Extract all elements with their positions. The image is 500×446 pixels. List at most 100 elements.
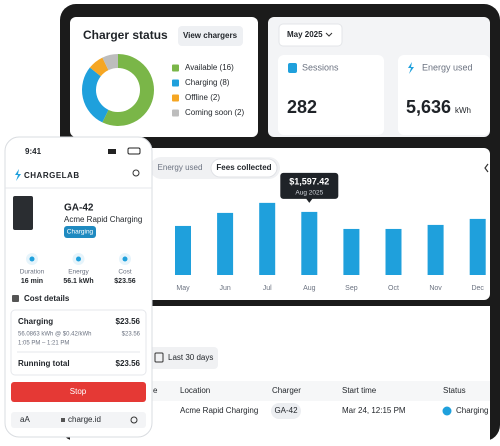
metric-icon-dot xyxy=(122,256,128,262)
total-amount: $23.56 xyxy=(116,359,141,368)
cell: GA-42 xyxy=(274,406,298,415)
column-header: Status xyxy=(443,386,466,395)
button-label[interactable]: View chargers xyxy=(183,31,238,40)
bar xyxy=(469,218,486,275)
stat-label: Energy used xyxy=(422,62,473,72)
status-card xyxy=(70,17,258,137)
column-header: e xyxy=(153,386,158,395)
charger-image xyxy=(13,196,33,230)
sessions-icon xyxy=(288,63,297,73)
cost-line: Charging xyxy=(18,317,53,326)
metric-value: 16 min xyxy=(21,278,43,285)
charger-id: GA-42 xyxy=(64,203,94,214)
x-tick-label: Jun xyxy=(219,285,230,292)
legend-label: Offline (2) xyxy=(185,93,220,102)
cell: Acme Rapid Charging xyxy=(180,406,258,415)
x-tick-label: May xyxy=(176,285,190,292)
cell: Charging xyxy=(456,406,488,415)
metric-value: $23.56 xyxy=(114,278,136,285)
address-bar xyxy=(11,412,146,428)
donut-segment xyxy=(89,57,109,77)
metric-label: Duration xyxy=(20,269,45,276)
donut-segment xyxy=(102,54,119,71)
legend-label: Coming soon (2) xyxy=(185,108,244,117)
tooltip-value: $1,597.42 xyxy=(289,176,329,186)
bar xyxy=(343,228,360,275)
legend-swatch xyxy=(172,79,179,87)
cost-box xyxy=(10,309,147,376)
reload-icon[interactable] xyxy=(130,416,138,424)
lock-icon xyxy=(61,418,65,422)
cost-amount: $23.56 xyxy=(116,317,141,326)
status-badge xyxy=(64,226,96,238)
month-label[interactable]: May 2025 xyxy=(287,30,323,39)
x-tick-label: Aug xyxy=(303,285,316,292)
x-tick-label: Oct xyxy=(388,285,399,292)
chevron xyxy=(325,32,333,37)
cost-period: 1:05 PM – 1:21 PM xyxy=(18,341,69,347)
total-label: Running total xyxy=(18,359,70,368)
legend-label: Available (16) xyxy=(185,63,234,72)
bar xyxy=(301,211,318,275)
active-tab[interactable] xyxy=(210,158,278,178)
view-button[interactable] xyxy=(178,26,243,46)
stat-value: 5,636 xyxy=(406,97,451,117)
section-title: Cost details xyxy=(24,294,70,303)
tab[interactable]: Fees collected xyxy=(216,163,271,172)
cell: Mar 24, 12:15 PM xyxy=(342,406,406,415)
signal-icon xyxy=(108,149,116,154)
x-tick-label: Dec xyxy=(471,285,484,292)
card-title: Charger status xyxy=(83,28,168,42)
metric-value: 56.1 kWh xyxy=(63,278,93,285)
cost-amount: $23.56 xyxy=(122,332,141,338)
status-icon xyxy=(442,406,452,416)
metric-label: Energy xyxy=(68,269,89,276)
legend-swatch xyxy=(172,94,179,102)
calendar-icon xyxy=(154,352,164,363)
battery-icon xyxy=(127,147,141,155)
filter-label[interactable]: Last 30 days xyxy=(168,353,213,362)
text-size[interactable]: aA xyxy=(20,415,30,424)
legend-swatch xyxy=(172,109,179,117)
donut-segment xyxy=(102,54,154,126)
logo: CHARGELAB xyxy=(24,171,80,180)
status-time: 9:41 xyxy=(25,147,42,156)
legend-swatch xyxy=(172,64,179,72)
bar xyxy=(259,202,276,275)
tooltip xyxy=(280,172,339,203)
stat-value: 282 xyxy=(287,97,317,117)
metric-icon-dot xyxy=(76,256,81,262)
metric-icon-dot xyxy=(29,256,35,262)
stop-label[interactable]: Stop xyxy=(70,387,87,396)
url: charge.id xyxy=(68,415,101,424)
x-tick-label: Sep xyxy=(345,285,358,292)
column-header: Location xyxy=(180,386,210,395)
bar xyxy=(217,212,234,275)
energy-icon xyxy=(408,62,414,74)
x-tick-label: Jul xyxy=(263,285,272,292)
cost-icon xyxy=(12,295,19,302)
badge-label: Charging xyxy=(67,229,94,236)
stat-unit: kWh xyxy=(455,106,471,115)
prev-arrow[interactable] xyxy=(484,163,489,173)
site-name: Acme Rapid Charging xyxy=(64,215,142,224)
date-filter[interactable] xyxy=(148,347,218,369)
energy-card xyxy=(398,55,490,135)
column-header: Start time xyxy=(342,386,377,395)
cost-detail: 56.0863 kWh @ $0.42/kWh xyxy=(18,332,91,338)
logo-icon xyxy=(15,169,21,181)
stop-button[interactable] xyxy=(11,382,146,402)
tab[interactable]: Energy used xyxy=(158,163,203,172)
account-icon xyxy=(132,169,140,177)
tooltip-date: Aug 2025 xyxy=(295,190,323,197)
month-select[interactable] xyxy=(278,23,343,47)
x-tick-label: Nov xyxy=(429,285,442,292)
bar xyxy=(427,224,444,275)
table-header xyxy=(148,381,490,401)
column-header: Charger xyxy=(272,386,301,395)
legend-label: Charging (8) xyxy=(185,78,230,87)
bar xyxy=(385,228,402,275)
donut-segment xyxy=(82,67,109,123)
